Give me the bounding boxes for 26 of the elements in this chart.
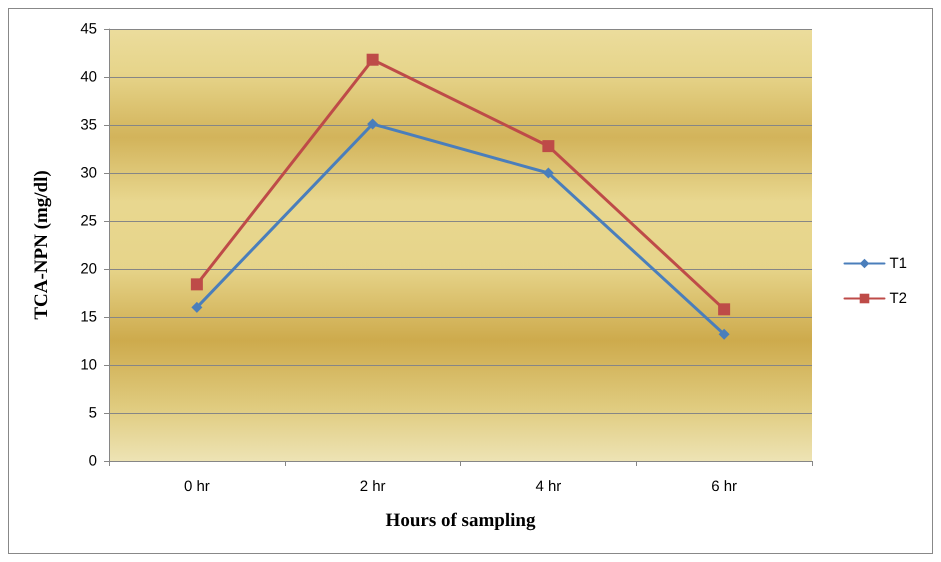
legend-label: T2 bbox=[889, 290, 908, 307]
y-tick-label: 45 bbox=[80, 20, 97, 38]
y-axis-title: TCA-NPN (mg/dl) bbox=[31, 170, 52, 320]
point bbox=[366, 54, 379, 66]
y-tick-label: 40 bbox=[80, 68, 97, 86]
y-tick-label: 35 bbox=[80, 116, 97, 134]
x-tick-label: 0 hr bbox=[184, 478, 210, 495]
point bbox=[542, 140, 554, 152]
legend-label: T1 bbox=[889, 255, 908, 272]
x-tick-label: 4 hr bbox=[535, 478, 562, 495]
y-tick-label: 25 bbox=[80, 212, 97, 230]
y-tick-label: 15 bbox=[80, 308, 97, 326]
x-tick-label: 2 hr bbox=[360, 478, 386, 495]
point bbox=[718, 303, 730, 316]
y-tick-label: 0 bbox=[88, 452, 97, 470]
point bbox=[367, 118, 378, 130]
y-tick-label: 20 bbox=[80, 260, 97, 278]
y-tick-label: 5 bbox=[88, 404, 97, 422]
x-tick-label: 6 hr bbox=[711, 478, 738, 495]
y-tick-label: 30 bbox=[80, 164, 97, 182]
point bbox=[191, 302, 202, 313]
point bbox=[542, 168, 554, 178]
point bbox=[718, 328, 730, 340]
x-axis-title: Hours of sampling bbox=[386, 510, 536, 531]
y-tick-label: 10 bbox=[80, 356, 97, 374]
point bbox=[190, 278, 203, 290]
